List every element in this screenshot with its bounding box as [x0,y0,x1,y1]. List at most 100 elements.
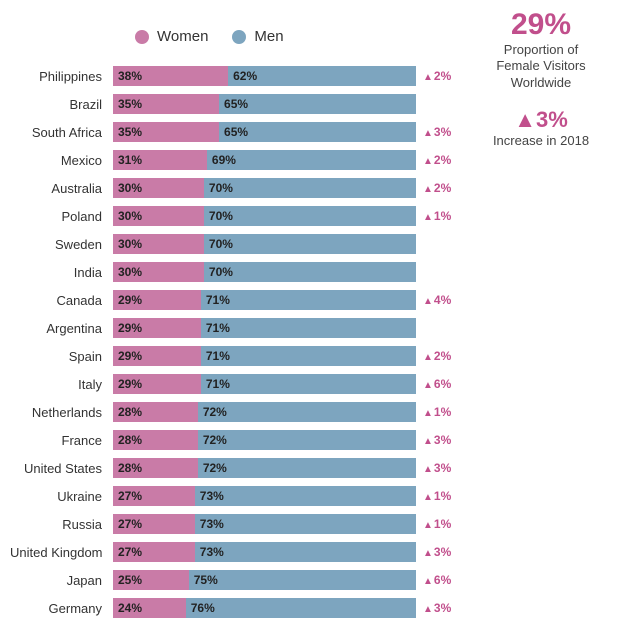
women-pct: 30% [113,181,142,195]
callout-proportion-label: Proportion of Female Visitors Worldwide [481,42,601,91]
stacked-bar: 29%71% [112,317,417,339]
up-triangle-icon: ▲ [423,604,433,615]
up-triangle-icon: ▲ [423,408,433,419]
men-pct: 72% [198,405,227,419]
up-triangle-icon: ▲ [423,212,433,223]
segment-women: 30% [113,178,204,198]
country-label: Spain [10,349,106,364]
segment-women: 28% [113,430,198,450]
men-pct: 70% [204,209,233,223]
legend: Women Men [135,28,284,45]
chart-row: Philippines38%62%▲2% [10,62,465,90]
segment-women: 30% [113,262,204,282]
country-label: Brazil [10,97,106,112]
change-value: ▲3% [423,601,465,615]
women-pct: 30% [113,265,142,279]
women-pct: 29% [113,349,142,363]
segment-men: 62% [228,66,416,86]
segment-men: 73% [195,486,416,506]
men-pct: 70% [204,237,233,251]
women-pct: 25% [113,573,142,587]
men-pct: 71% [201,293,230,307]
chart-row: Japan25%75%▲6% [10,566,465,594]
women-pct: 27% [113,489,142,503]
legend-women-label: Women [157,28,208,45]
country-label: United Kingdom [10,545,106,560]
change-value: ▲6% [423,573,465,587]
segment-men: 70% [204,206,416,226]
men-pct: 70% [204,265,233,279]
up-triangle-icon: ▲ [423,520,433,531]
men-pct: 71% [201,377,230,391]
change-value: ▲3% [423,545,465,559]
segment-women: 28% [113,458,198,478]
men-pct: 69% [207,153,236,167]
callouts: 29% Proportion of Female Visitors Worldw… [481,10,601,149]
segment-men: 71% [201,374,416,394]
country-label: Sweden [10,237,106,252]
country-label: India [10,265,106,280]
country-label: Canada [10,293,106,308]
stacked-bar: 35%65% [112,121,417,143]
callout-increase-value: ▲3% [481,109,601,131]
chart-row: Canada29%71%▲4% [10,286,465,314]
stacked-bar: 30%70% [112,177,417,199]
segment-men: 65% [219,122,416,142]
women-pct: 29% [113,293,142,307]
country-label: Mexico [10,153,106,168]
chart-row: Germany24%76%▲3% [10,594,465,622]
change-value: ▲1% [423,405,465,419]
segment-women: 24% [113,598,186,618]
country-label: Argentina [10,321,106,336]
segment-men: 72% [198,402,416,422]
country-label: Poland [10,209,106,224]
segment-men: 72% [198,430,416,450]
country-label: Russia [10,517,106,532]
segment-men: 73% [195,514,416,534]
stacked-bar: 31%69% [112,149,417,171]
men-pct: 72% [198,433,227,447]
stacked-bar: 30% 70% [112,261,417,283]
stacked-bar: 28%72% [112,429,417,451]
up-triangle-icon: ▲ [423,296,433,307]
up-triangle-icon: ▲ [423,156,433,167]
swatch-women [135,30,149,44]
country-label: Italy [10,377,106,392]
stacked-bar: 27%73% [112,541,417,563]
women-pct: 29% [113,321,142,335]
legend-men: Men [232,28,283,45]
chart-row: Italy29%71%▲6% [10,370,465,398]
country-label: South Africa [10,125,106,140]
chart-row: Netherlands28%72%▲1% [10,398,465,426]
segment-women: 35% [113,122,219,142]
women-pct: 29% [113,377,142,391]
segment-men: 76% [186,598,416,618]
callout-increase-label: Increase in 2018 [481,133,601,149]
stacked-bar: 28%72% [112,457,417,479]
women-pct: 35% [113,97,142,111]
women-pct: 28% [113,405,142,419]
up-triangle-icon: ▲ [423,464,433,475]
segment-men: 75% [189,570,416,590]
change-value: ▲1% [423,489,465,503]
bar-chart: Philippines38%62%▲2%Brazil35%65%South Af… [10,62,465,622]
chart-row: Russia27%73%▲1% [10,510,465,538]
stacked-bar: 29% 71% [112,373,417,395]
stacked-bar: 30% 70% [112,205,417,227]
stacked-bar: 35%65% [112,93,417,115]
swatch-men [232,30,246,44]
women-pct: 38% [113,69,142,83]
segment-women: 30% [113,234,204,254]
chart-row: Sweden 30%70% [10,230,465,258]
segment-women: 27% [113,486,195,506]
segment-women: 29% [113,374,201,394]
up-triangle-icon: ▲ [423,492,433,503]
segment-women: 38% [113,66,228,86]
segment-men: 70% [204,262,416,282]
men-pct: 75% [189,573,218,587]
stacked-bar: 27%73% [112,513,417,535]
men-pct: 65% [219,125,248,139]
women-pct: 30% [113,209,142,223]
segment-women: 30% [113,206,204,226]
chart-row: Australia30%70%▲2% [10,174,465,202]
